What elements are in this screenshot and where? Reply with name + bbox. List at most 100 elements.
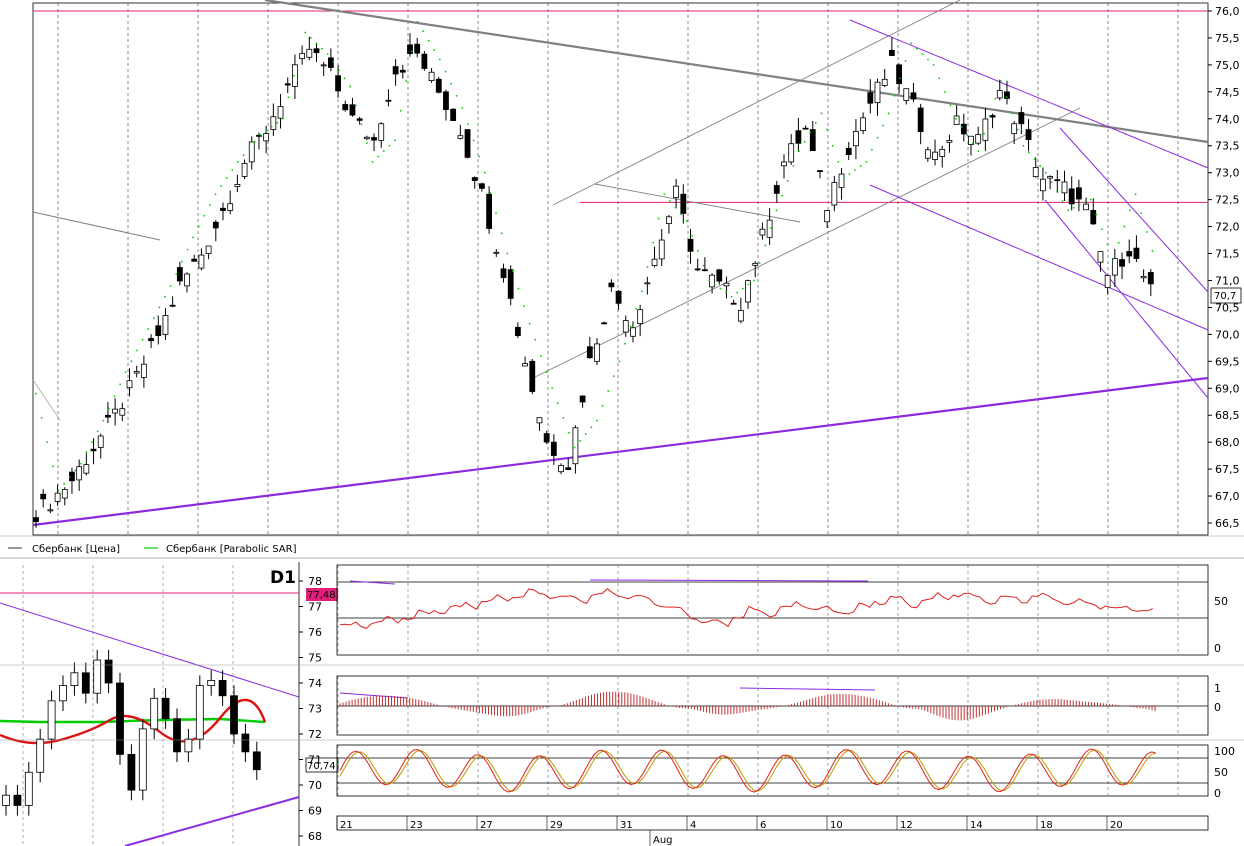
date-label: 20 — [1110, 820, 1123, 831]
candle-body — [543, 433, 550, 443]
candle-body — [817, 170, 823, 173]
last-price-label: 70,7 — [1214, 291, 1236, 302]
sar-dot — [433, 49, 436, 51]
candle-body — [342, 104, 349, 111]
date-label: 6 — [760, 820, 766, 831]
candle-body — [809, 129, 816, 152]
candle-body — [910, 92, 917, 100]
candle-body — [860, 117, 867, 131]
candle-body — [299, 52, 306, 60]
sar-dot — [354, 104, 357, 107]
date-axis-frame — [336, 815, 1209, 831]
candle-body — [105, 414, 111, 418]
candle-body — [579, 395, 586, 403]
sar-dot — [158, 306, 161, 309]
candle-body — [155, 325, 162, 337]
sar-dot — [528, 322, 531, 325]
sar-dot — [730, 295, 733, 298]
candle-body — [493, 251, 500, 254]
sar-dot — [220, 185, 223, 188]
sar-dot — [119, 383, 122, 386]
sar-dot — [534, 338, 537, 341]
stoch-tick-label: 0 — [1214, 787, 1221, 800]
sar-dot — [971, 142, 974, 144]
y-tick-label: 71,5 — [1215, 248, 1240, 261]
candle-body — [234, 184, 241, 187]
inset-candle-body — [184, 738, 193, 753]
sar-dot — [309, 37, 312, 39]
y-tick-label: 70,0 — [1215, 328, 1240, 341]
rsi-trend — [349, 580, 396, 585]
sar-dot — [590, 426, 593, 429]
sar-dot — [399, 109, 402, 112]
candle-body — [471, 177, 478, 181]
candle-body — [126, 380, 133, 389]
inset-y-tick-label: 72 — [308, 728, 322, 741]
sar-dot — [511, 270, 514, 272]
sar-dot — [826, 128, 828, 131]
sar-dot — [506, 252, 509, 255]
inset-candle-body — [2, 794, 10, 806]
candle-body — [479, 183, 485, 189]
candle-body — [946, 140, 953, 143]
inset-y-tick-label: 68 — [308, 830, 322, 843]
sar-dot — [35, 392, 37, 395]
candle-body — [651, 258, 658, 266]
y-tick-label: 73,0 — [1215, 167, 1240, 180]
macd-tick-label: 0 — [1214, 701, 1221, 714]
candle-body — [507, 269, 514, 299]
inset-candle-body — [59, 685, 67, 702]
sar-dot — [579, 439, 582, 442]
sar-dot — [809, 131, 812, 134]
candle-body — [486, 193, 493, 229]
sar-dot — [472, 139, 475, 142]
inset-y-tick-label: 70 — [308, 779, 322, 792]
early-trendline — [32, 211, 161, 241]
candle-body — [270, 116, 277, 130]
sar-dot — [394, 139, 396, 142]
sar-dot — [624, 342, 626, 345]
candle-body — [306, 48, 313, 58]
sar-dot — [214, 193, 217, 196]
sar-dot — [1067, 209, 1070, 212]
rsi-frame — [336, 564, 1209, 656]
sar-dot — [343, 77, 346, 80]
sar-dot — [315, 42, 318, 45]
candle-body — [421, 53, 428, 69]
candle-body — [795, 130, 802, 144]
sar-dot — [495, 212, 497, 215]
inset-title: D1 — [270, 568, 296, 588]
candle-body — [54, 492, 61, 502]
candle-body — [284, 83, 291, 86]
candle-body — [349, 104, 356, 116]
candle-body — [845, 147, 852, 155]
sar-dot — [461, 107, 464, 109]
sar-dot — [685, 220, 688, 223]
date-label: 14 — [970, 820, 983, 831]
inset-candle-body — [13, 794, 22, 806]
candle-body — [867, 92, 874, 104]
sar-dot — [786, 179, 789, 182]
candle-body — [277, 106, 284, 119]
sar-dot — [697, 249, 699, 252]
sar-dot — [360, 123, 363, 126]
inset-candle-body — [252, 751, 261, 771]
candle-body — [586, 346, 593, 359]
sar-dot — [1000, 80, 1002, 82]
sar-dot — [837, 161, 840, 163]
candle-body — [730, 302, 737, 305]
candle-body — [169, 304, 176, 307]
candle-body — [874, 81, 881, 104]
inset-y-tick-label: 69 — [308, 805, 322, 818]
candle-body — [701, 269, 708, 272]
macd-trend — [739, 687, 876, 691]
sar-dot — [242, 154, 245, 157]
flag-line — [594, 183, 801, 223]
candle-body — [788, 143, 795, 163]
inset-price-highlight-box — [306, 588, 338, 601]
trend-lines — [32, 0, 1209, 527]
candle-body — [1040, 178, 1046, 192]
date-label: 21 — [340, 820, 353, 831]
sar-dot — [1134, 193, 1137, 196]
sar-dot — [814, 121, 817, 124]
